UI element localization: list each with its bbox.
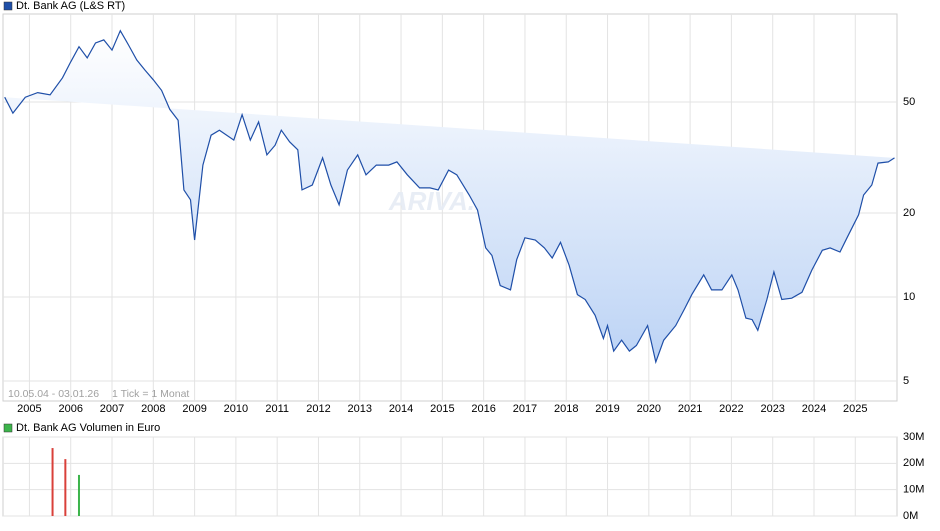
legend-label: Dt. Bank AG (L&S RT): [16, 0, 125, 12]
x-tick-label: 2012: [306, 403, 330, 415]
x-tick-label: 2022: [719, 403, 743, 415]
legend-swatch: [3, 1, 13, 11]
x-tick-label: 2023: [760, 403, 784, 415]
x-tick-label: 2013: [348, 403, 372, 415]
x-tick-label: 2020: [637, 403, 661, 415]
legend-label: Dt. Bank AG Volumen in Euro: [16, 422, 160, 434]
y-tick-label: 10M: [903, 484, 924, 496]
volume-bar: [77, 474, 80, 516]
y-tick-label: 50: [903, 96, 915, 108]
x-tick-label: 2007: [100, 403, 124, 415]
y-tick-label: 10: [903, 291, 915, 303]
legend-swatch: [3, 423, 13, 433]
x-tick-label: 2009: [182, 403, 206, 415]
x-tick-label: 2011: [265, 403, 289, 415]
range-label: 10.05.04 - 03.01.26: [8, 388, 99, 400]
x-tick-label: 2008: [141, 403, 165, 415]
x-tick-label: 2018: [554, 403, 578, 415]
x-tick-label: 2021: [678, 403, 702, 415]
x-tick-label: 2005: [17, 403, 41, 415]
volume-bar: [51, 448, 54, 516]
x-tick-label: 2014: [389, 403, 413, 415]
y-tick-label: 20M: [903, 457, 924, 469]
volume-bar: [64, 459, 67, 516]
x-tick-label: 2025: [843, 403, 867, 415]
y-tick-label: 0M: [903, 510, 918, 522]
price-line: [4, 29, 895, 365]
x-tick-label: 2017: [513, 403, 537, 415]
y-tick-label: 30M: [903, 431, 924, 443]
x-tick-label: 2019: [595, 403, 619, 415]
price-area: [4, 30, 895, 362]
x-tick-label: 2010: [224, 403, 248, 415]
x-tick-label: 2006: [58, 403, 82, 415]
plot-area: [2, 436, 898, 517]
y-tick-label: 20: [903, 207, 915, 219]
tick-note: 1 Tick = 1 Monat: [112, 388, 189, 400]
x-tick-label: 2015: [430, 403, 454, 415]
x-tick-label: 2016: [471, 403, 495, 415]
y-tick-label: 5: [903, 375, 909, 387]
x-tick-label: 2024: [802, 403, 826, 415]
